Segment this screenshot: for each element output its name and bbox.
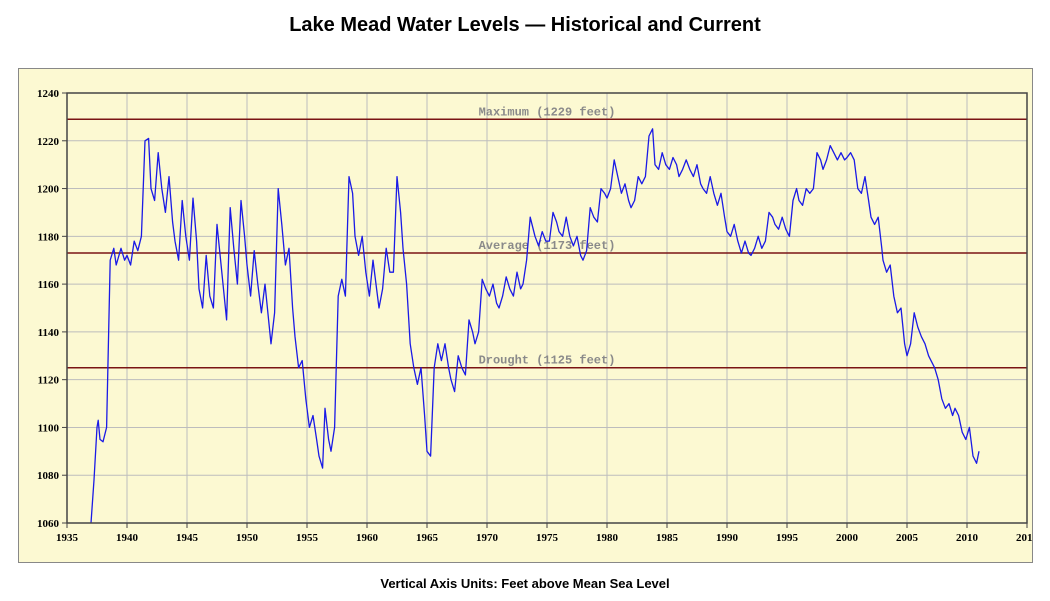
x-tick-label: 2010 <box>956 532 979 544</box>
chart-title: Lake Mead Water Levels — Historical and … <box>0 0 1050 37</box>
y-tick-label: 1240 <box>37 88 60 100</box>
y-tick-label: 1180 <box>38 231 60 243</box>
reference-label: Drought (1125 feet) <box>479 354 616 368</box>
data-line <box>91 129 979 523</box>
x-tick-label: 1975 <box>536 532 559 544</box>
y-tick-label: 1140 <box>38 327 60 339</box>
x-tick-label: 1960 <box>356 532 379 544</box>
x-tick-label: 1940 <box>116 532 139 544</box>
x-tick-label: 1955 <box>296 532 319 544</box>
chart-subtitle: Vertical Axis Units: Feet above Mean Sea… <box>0 576 1050 591</box>
y-tick-label: 1060 <box>37 518 60 530</box>
x-tick-label: 2000 <box>836 532 859 544</box>
reference-label: Maximum (1229 feet) <box>479 105 616 119</box>
x-tick-label: 1945 <box>176 532 199 544</box>
x-tick-label: 1995 <box>776 532 799 544</box>
x-tick-label: 1970 <box>476 532 499 544</box>
x-tick-label: 2005 <box>896 532 919 544</box>
y-tick-label: 1160 <box>38 279 60 291</box>
x-tick-label: 1965 <box>416 532 439 544</box>
x-tick-label: 1935 <box>56 532 79 544</box>
y-tick-label: 1080 <box>37 470 60 482</box>
y-tick-label: 1120 <box>38 375 60 387</box>
y-tick-label: 1200 <box>37 184 60 196</box>
x-tick-label: 2015 <box>1016 532 1032 544</box>
chart-panel: Maximum (1229 feet)Average (1173 feet)Dr… <box>18 68 1033 563</box>
x-tick-label: 1950 <box>236 532 259 544</box>
x-tick-label: 1985 <box>656 532 679 544</box>
x-tick-label: 1990 <box>716 532 739 544</box>
y-tick-label: 1220 <box>37 136 60 148</box>
x-tick-label: 1980 <box>596 532 619 544</box>
chart-svg: Maximum (1229 feet)Average (1173 feet)Dr… <box>19 69 1032 562</box>
y-tick-label: 1100 <box>38 422 60 434</box>
